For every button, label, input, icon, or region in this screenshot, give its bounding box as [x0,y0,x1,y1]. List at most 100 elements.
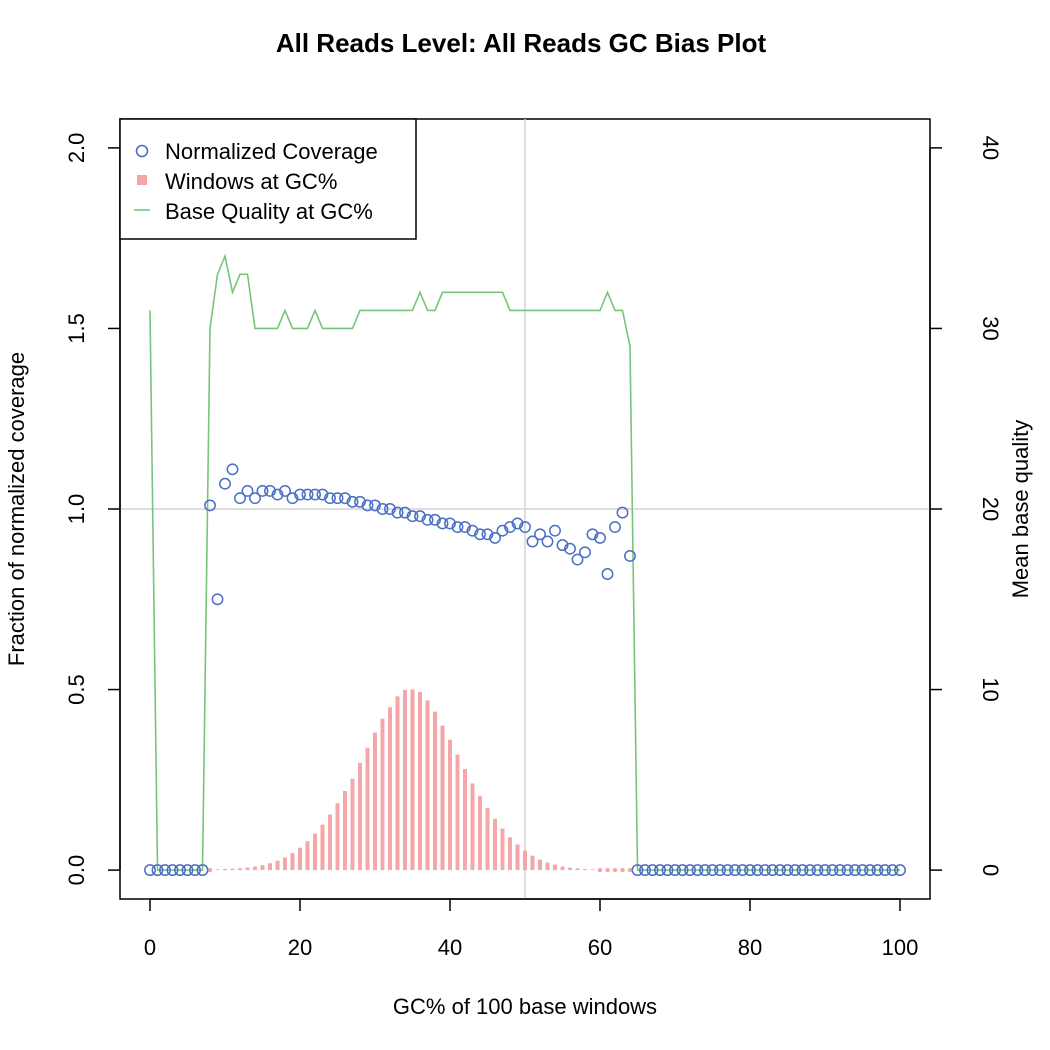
legend-quality-label: Base Quality at GC% [165,199,373,224]
coverage-point [406,510,419,523]
coverage-point [721,864,734,877]
coverage-point [519,521,531,534]
coverage-point [736,864,749,877]
y2-tick-label: 30 [978,316,1003,340]
coverage-point [594,531,606,544]
x-axis: 0 20 40 60 80 100 [144,898,919,960]
coverage-point [241,484,254,497]
coverage-point [271,488,284,501]
coverage-point [826,864,839,877]
coverage-point [459,521,471,534]
windows-bar [597,867,603,873]
coverage-point [249,492,261,505]
coverage-point [286,492,299,505]
coverage-point [541,535,554,548]
coverage-point [714,864,726,877]
coverage-point [429,513,441,526]
coverage-point [294,488,306,501]
y-tick-label: 0.5 [64,674,89,705]
coverage-point [181,864,194,877]
coverage-point [781,864,794,877]
y2-axis-label: Mean base quality [1008,420,1033,599]
coverage-point [789,864,801,877]
legend-box [119,118,417,240]
coverage-point [399,506,411,519]
coverage-point [609,521,621,534]
windows-bar [627,867,633,873]
coverage-point [481,528,494,541]
coverage-point [834,864,846,877]
x-axis-label: GC% of 100 base windows [393,994,657,1019]
coverage-point [571,553,584,566]
coverage-point [646,864,659,877]
coverage-point [301,488,314,501]
legend-coverage-label: Normalized Coverage [165,139,378,164]
coverage-point [204,499,216,512]
coverage-point [759,864,771,877]
coverage-point [339,492,351,505]
coverage-point [624,549,636,562]
coverage-point [391,506,404,519]
coverage-point [879,864,891,877]
coverage-point [309,488,321,501]
coverage-point [166,864,179,877]
coverage-point [159,864,171,877]
coverage-point [661,864,674,877]
y-tick-label: 0.0 [64,855,89,886]
legend-windows-symbol [137,175,147,185]
x-tick-label: 80 [738,935,762,960]
chart-title: All Reads Level: All Reads GC Bias Plot [276,28,767,58]
coverage-point [691,864,704,877]
coverage-point [699,864,711,877]
y-tick-label: 1.0 [64,494,89,525]
coverage-point [744,864,756,877]
coverage-point [586,528,599,541]
coverage-point [324,492,336,505]
x-tick-label: 60 [588,935,612,960]
coverage-point [234,492,246,505]
coverage-point [639,864,651,877]
x-tick-label: 0 [144,935,156,960]
coverage-point [774,864,786,877]
coverage-point [211,593,224,606]
coverage-point [534,528,546,541]
coverage-point [849,864,861,877]
coverage-point [631,864,644,877]
coverage-point [346,495,359,508]
coverage-point [706,864,719,877]
y-axis-right: 0 10 20 30 40 [929,136,1003,876]
coverage-point [804,864,816,877]
windows-bars [207,689,633,873]
x-tick-label: 20 [288,935,312,960]
coverage-point [144,864,156,877]
legend: Normalized Coverage Windows at GC% Base … [119,118,417,240]
coverage-point [511,517,524,530]
coverage-point [226,463,239,476]
coverage-point [564,542,576,555]
legend-windows-label: Windows at GC% [165,169,337,194]
coverage-point [841,864,854,877]
coverage-point [579,546,591,559]
coverage-point [196,864,209,877]
coverage-point [489,531,501,544]
coverage-point [894,864,906,877]
coverage-point [376,503,389,515]
coverage-point [414,510,426,523]
y2-tick-label: 40 [978,136,1003,160]
coverage-point [361,499,374,512]
coverage-point [466,524,479,537]
coverage-point [369,499,381,512]
coverage-point [496,524,509,537]
coverage-point [421,513,434,526]
windows-bar [605,867,610,873]
coverage-point [436,517,449,530]
coverage-point [189,864,201,877]
coverage-point [174,864,186,877]
y2-tick-label: 0 [978,864,1003,876]
y-axis-left: 0.0 0.5 1.0 1.5 2.0 [64,133,121,886]
x-tick-label: 100 [882,935,919,960]
coverage-point [384,503,396,515]
coverage-point [219,477,231,490]
coverage-point [616,506,629,519]
coverage-point [556,539,569,552]
